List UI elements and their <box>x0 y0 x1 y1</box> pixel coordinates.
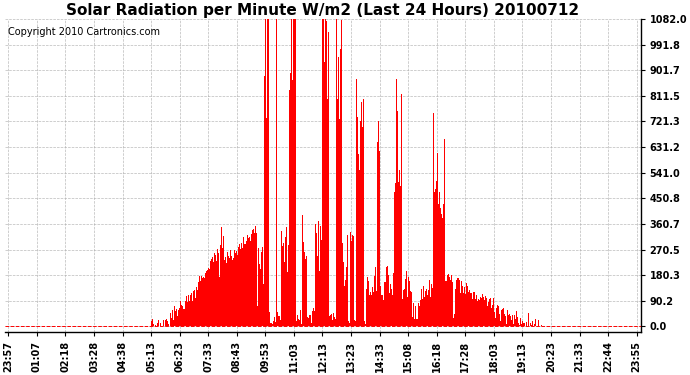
Title: Solar Radiation per Minute W/m2 (Last 24 Hours) 20100712: Solar Radiation per Minute W/m2 (Last 24… <box>66 3 580 18</box>
Text: Copyright 2010 Cartronics.com: Copyright 2010 Cartronics.com <box>8 27 160 37</box>
